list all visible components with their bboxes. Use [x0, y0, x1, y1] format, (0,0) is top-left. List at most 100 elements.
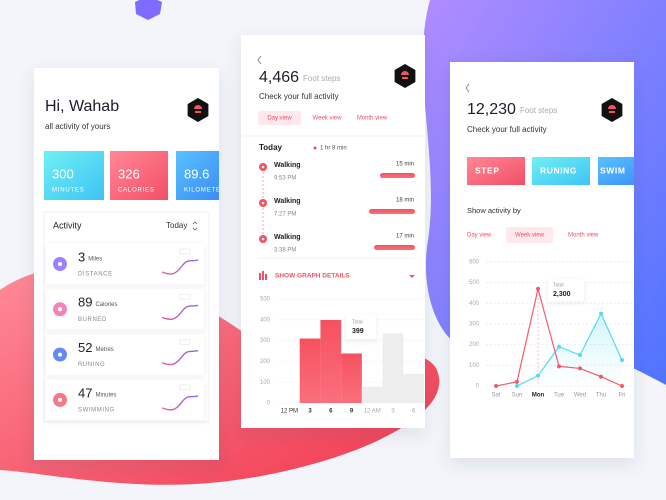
activity-row[interactable]	[46, 244, 204, 284]
bar	[320, 320, 342, 403]
app-logo-mark	[401, 71, 409, 75]
x-tick-label: Tue	[554, 393, 565, 399]
sparkline	[161, 349, 199, 366]
timeline-dot-inner	[261, 201, 265, 205]
app-logo	[394, 64, 416, 88]
y-tick-label: 0	[267, 401, 271, 407]
sparkline-badge	[179, 293, 191, 300]
line-point	[620, 384, 624, 388]
activity-row[interactable]	[46, 289, 204, 330]
summary-card[interactable]	[44, 151, 104, 200]
line-point	[599, 311, 603, 316]
tooltip	[346, 315, 376, 339]
screen-weekly: 12,230 Foot steps Check your full activity…	[465, 83, 656, 399]
y-tick-label: 600	[469, 260, 480, 266]
step-unit: Foot steps	[303, 74, 340, 83]
row-label: SWIMMING	[78, 407, 115, 413]
sparkline	[161, 304, 199, 320]
line-point	[557, 364, 561, 369]
back-button[interactable]	[465, 83, 470, 93]
line-series	[516, 312, 623, 387]
row-unit: Minutes	[95, 392, 116, 398]
graph-icon	[262, 271, 264, 280]
entry-time: 3:38 PM	[274, 248, 296, 254]
activity-button[interactable]	[532, 157, 590, 185]
entry-activity: Walking	[274, 162, 301, 169]
row-label: BURNED	[78, 317, 107, 323]
card-value: 326	[118, 166, 140, 181]
bar	[299, 338, 321, 403]
entry-activity: Walking	[274, 234, 301, 241]
app-logo	[601, 98, 623, 122]
summary-card[interactable]	[176, 151, 226, 200]
sparkline	[161, 395, 199, 411]
dropdown-arrows[interactable]	[192, 221, 198, 231]
entry-duration: 15 min	[396, 162, 414, 168]
screen-activity: Hi, Wahab all activity of yours 300 MINUTES…	[43, 98, 226, 423]
activity-row[interactable]	[46, 334, 204, 375]
y-tick-label: 100	[469, 363, 480, 369]
bar	[382, 333, 404, 403]
area-fill	[517, 313, 622, 386]
line-point	[578, 366, 582, 371]
y-tick-label: 400	[260, 317, 271, 323]
line-point	[620, 358, 624, 363]
entry-time: 9:53 PM	[274, 176, 296, 182]
tooltip	[548, 279, 584, 301]
activity-button[interactable]	[467, 157, 525, 185]
activity-button-label: RUNING	[540, 165, 577, 175]
section-title: Activity	[53, 220, 82, 230]
app-logo-mark	[194, 105, 202, 109]
entry-bar	[369, 209, 415, 214]
app-logo	[187, 98, 209, 122]
background-hexagon	[135, 0, 162, 20]
y-tick-label: 300	[469, 322, 480, 328]
y-tick-label: 100	[260, 380, 271, 386]
sparkline-badge	[179, 384, 191, 391]
toggle-caret[interactable]	[409, 275, 415, 278]
step-count: 12,230	[467, 101, 516, 118]
x-tick-label: 12 AM	[364, 409, 381, 415]
line-point	[599, 374, 603, 379]
x-tick-label: Thu	[596, 393, 606, 399]
line-point	[557, 344, 561, 349]
activity-button-label: STEP	[475, 165, 500, 175]
y-tick-label: 300	[260, 338, 271, 344]
line-point	[515, 384, 519, 388]
x-tick-label: Sun	[512, 393, 523, 399]
view-tab: Day view	[267, 116, 292, 122]
activity-icon-dot	[58, 307, 62, 312]
x-tick-label: Sat	[491, 393, 500, 399]
bullet	[313, 146, 317, 150]
x-tick-label: 6	[329, 409, 333, 415]
tab-active-bg	[258, 111, 301, 125]
view-tab: Day view	[467, 233, 492, 239]
section-title: Show activity by	[467, 206, 521, 215]
x-tick-label: 6	[412, 409, 416, 415]
row-value: 89	[78, 295, 92, 310]
row-unit: Miles	[88, 257, 102, 263]
activity-row[interactable]	[46, 379, 204, 420]
timeline-dot-inner	[261, 165, 265, 169]
step-unit: Foot steps	[520, 106, 557, 115]
filter-dropdown: Today	[166, 221, 187, 230]
row-label: DISTANCE	[78, 272, 113, 278]
summary-card[interactable]	[110, 151, 168, 200]
bar	[403, 373, 424, 403]
bar	[361, 386, 383, 403]
activity-icon-dot	[58, 397, 62, 402]
row-unit: Calories	[95, 302, 117, 308]
tab-active-bg	[506, 227, 553, 243]
x-tick-label: 9	[350, 409, 354, 415]
activity-button[interactable]	[598, 157, 656, 185]
activity-icon-dot	[58, 352, 62, 357]
graph-icon	[259, 273, 261, 280]
x-tick-label: Fri	[619, 393, 626, 399]
x-tick-label: 12 PM	[281, 409, 298, 415]
sparkline	[161, 259, 199, 275]
back-button[interactable]	[257, 55, 262, 65]
entry-time: 7:27 PM	[274, 212, 296, 218]
view-tab: Month view	[568, 233, 599, 239]
subtitle: Check your full activity	[259, 92, 339, 101]
row-label: RUNING	[78, 362, 105, 368]
